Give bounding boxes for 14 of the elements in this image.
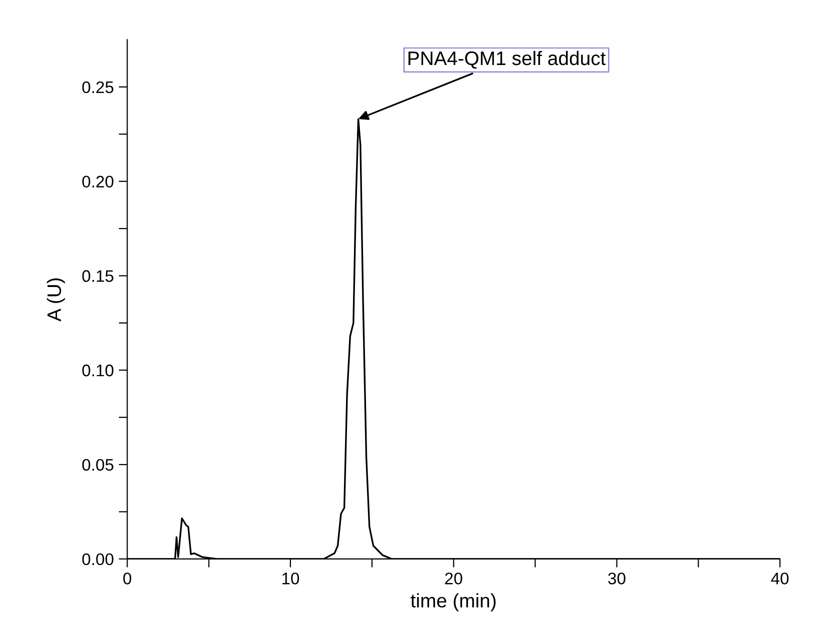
y-tick-label: 0.05 bbox=[82, 458, 114, 471]
x-tick-label: 0 bbox=[123, 572, 132, 584]
annotation: PNA4-QM1 self adduct bbox=[408, 50, 606, 69]
y-axis-title: A (U) bbox=[46, 278, 65, 322]
y-tick-label: 0.25 bbox=[82, 81, 114, 94]
x-tick-label: 30 bbox=[608, 572, 626, 584]
y-tick-label: 0.15 bbox=[82, 270, 114, 282]
y-tick-label: 0.20 bbox=[82, 176, 114, 188]
y-tick-label: 0.10 bbox=[82, 364, 114, 376]
x-tick-label: 40 bbox=[771, 572, 789, 584]
x-axis-title: time (min) bbox=[410, 593, 496, 612]
x-tick-label: 20 bbox=[445, 572, 462, 584]
y-tick-label: 0.00 bbox=[82, 553, 114, 566]
x-tick-label: 10 bbox=[282, 572, 300, 584]
